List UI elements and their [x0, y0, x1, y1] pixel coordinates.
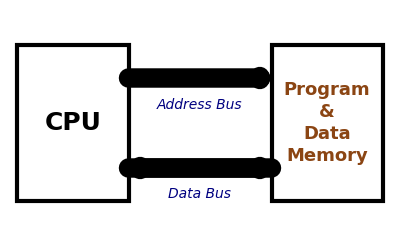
- Text: Address Bus: Address Bus: [157, 98, 243, 112]
- Text: CPU: CPU: [44, 111, 101, 135]
- FancyBboxPatch shape: [272, 45, 383, 201]
- Text: Data Bus: Data Bus: [168, 186, 232, 200]
- FancyBboxPatch shape: [17, 45, 128, 201]
- Text: Program
&
Data
Memory: Program & Data Memory: [284, 81, 370, 165]
